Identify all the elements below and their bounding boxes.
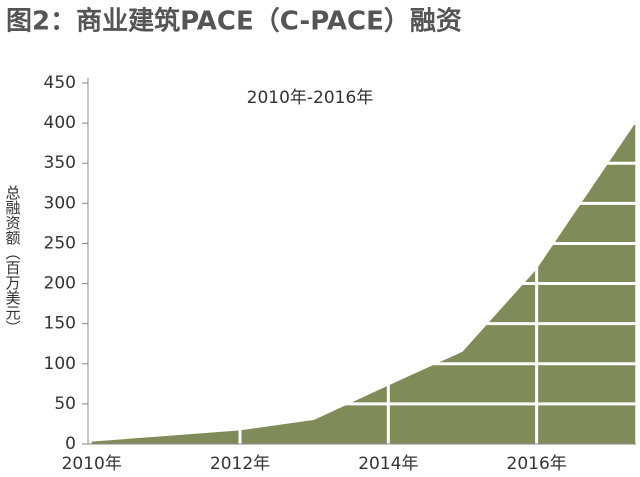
x-tick-label: 2014年: [358, 454, 418, 474]
y-tick-label: 150: [44, 314, 76, 334]
subtitle: 2010年-2016年: [247, 88, 374, 108]
x-tick-label: 2016年: [507, 454, 567, 474]
chart-title: 图2：商业建筑PACE（C-PACE）融资: [6, 6, 462, 37]
y-axis-label: 总融资额（百万美元）: [4, 185, 22, 335]
y-tick-label: 0: [65, 434, 76, 454]
y-tick-label: 350: [44, 153, 76, 173]
x-tick-label: 2012年: [210, 454, 270, 474]
y-tick-label: 300: [44, 193, 76, 213]
y-tick-label: 200: [44, 274, 76, 294]
y-tick-label: 50: [54, 394, 76, 414]
y-tick-label: 250: [44, 233, 76, 253]
y-tick-label: 100: [44, 354, 76, 374]
y-tick-label: 400: [44, 113, 76, 133]
x-tick-label: 2010年: [62, 454, 122, 474]
y-tick-label: 450: [44, 73, 76, 93]
